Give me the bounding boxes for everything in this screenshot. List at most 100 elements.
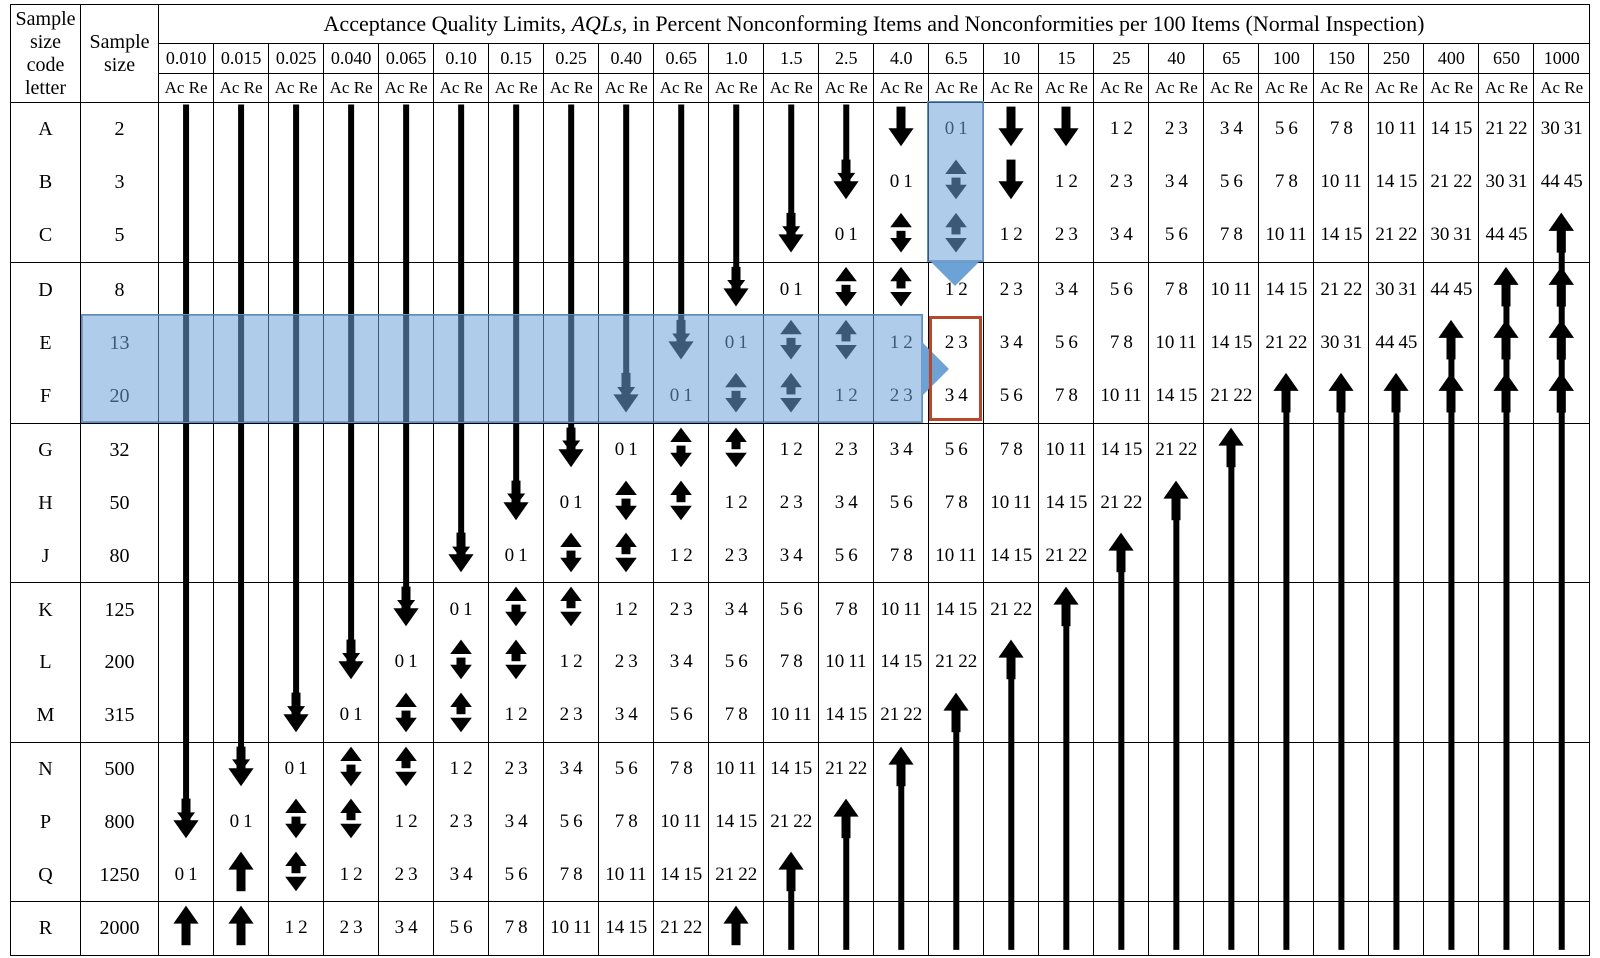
row-A: A20112233456781011141521223031	[11, 103, 1590, 156]
highlight-col-arrow	[927, 101, 984, 263]
cell-B-9	[654, 156, 709, 209]
cell-R-22	[1369, 902, 1424, 956]
cell-J-8	[599, 529, 654, 582]
cell-C-10	[709, 209, 764, 263]
cell-C-18: 56	[1149, 209, 1204, 263]
cell-N-24	[1479, 742, 1534, 795]
cell-P-22	[1369, 795, 1424, 848]
cell-R-11	[764, 902, 819, 956]
cell-L-25	[1534, 636, 1590, 689]
sample-size-J: 80	[81, 529, 159, 582]
cell-L-20	[1259, 636, 1314, 689]
aql-level-21: 150	[1314, 44, 1369, 74]
aql-level-17: 25	[1094, 44, 1149, 74]
header-aql-title: Acceptance Quality Limits, AQLs, in Perc…	[159, 5, 1590, 44]
acre-23: Ac Re	[1424, 74, 1479, 103]
cell-C-7	[544, 209, 599, 263]
cell-R-14	[929, 902, 984, 956]
cell-K-13: 1011	[874, 583, 929, 636]
ddown-arrow-icon	[434, 686, 488, 739]
cell-C-23: 3031	[1424, 209, 1479, 263]
aql-table-figure: { "title": "Acceptance Quality Limits, A…	[0, 0, 1600, 754]
cell-M-0	[159, 689, 214, 742]
cell-L-9: 34	[654, 636, 709, 689]
down-arrow-icon	[544, 421, 598, 474]
cell-P-24	[1479, 795, 1534, 848]
cell-A-7	[544, 103, 599, 156]
cell-A-10	[709, 103, 764, 156]
cell-A-13	[874, 103, 929, 156]
cell-F-24	[1479, 369, 1534, 423]
cell-M-10: 78	[709, 689, 764, 742]
cell-L-12: 1011	[819, 636, 874, 689]
cell-Q-13	[874, 848, 929, 901]
cell-B-8	[599, 156, 654, 209]
cell-G-11: 12	[764, 423, 819, 476]
cell-R-21	[1314, 902, 1369, 956]
cell-K-3	[324, 583, 379, 636]
cell-M-8: 34	[599, 689, 654, 742]
cell-G-25	[1534, 423, 1590, 476]
cell-G-1	[214, 423, 269, 476]
acre-6: Ac Re	[489, 74, 544, 103]
acre-19: Ac Re	[1204, 74, 1259, 103]
cell-R-7: 1011	[544, 902, 599, 956]
cell-N-6: 23	[489, 742, 544, 795]
cell-N-7: 34	[544, 742, 599, 795]
cell-J-13: 78	[874, 529, 929, 582]
cell-Q-11	[764, 848, 819, 901]
up-arrow-icon	[1204, 421, 1258, 474]
cell-Q-8: 1011	[599, 848, 654, 901]
cell-G-15: 78	[984, 423, 1039, 476]
cell-D-3	[324, 262, 379, 316]
sample-size-N: 500	[81, 742, 159, 795]
ddown-arrow-icon	[269, 845, 323, 898]
cell-C-1	[214, 209, 269, 263]
cell-G-17: 1415	[1094, 423, 1149, 476]
cell-A-4	[379, 103, 434, 156]
cell-P-3	[324, 795, 379, 848]
sample-size-L: 200	[81, 636, 159, 689]
cell-B-16: 12	[1039, 156, 1094, 209]
cell-M-23	[1424, 689, 1479, 742]
cell-G-6	[489, 423, 544, 476]
cell-Q-21	[1314, 848, 1369, 901]
cell-R-5: 56	[434, 902, 489, 956]
cell-L-0	[159, 636, 214, 689]
cell-A-3	[324, 103, 379, 156]
aql-body: A20112233456781011141521223031B301122334…	[11, 103, 1590, 956]
code-letter-A: A	[11, 103, 81, 156]
aql-level-13: 4.0	[874, 44, 929, 74]
cell-H-25	[1534, 477, 1590, 530]
row-N: N500011223345678101114152122	[11, 742, 1590, 795]
cell-P-15	[984, 795, 1039, 848]
cell-L-1	[214, 636, 269, 689]
cell-R-4: 34	[379, 902, 434, 956]
cell-A-5	[434, 103, 489, 156]
cell-N-8: 56	[599, 742, 654, 795]
aql-level-7: 0.25	[544, 44, 599, 74]
cell-F-21	[1314, 369, 1369, 423]
cell-Q-17	[1094, 848, 1149, 901]
cell-K-9: 23	[654, 583, 709, 636]
cell-L-19	[1204, 636, 1259, 689]
code-letter-J: J	[11, 529, 81, 582]
cell-K-5: 01	[434, 583, 489, 636]
sample-size-D: 8	[81, 262, 159, 316]
cell-K-14: 1415	[929, 583, 984, 636]
cell-B-23: 2122	[1424, 156, 1479, 209]
aql-level-23: 400	[1424, 44, 1479, 74]
cell-A-2	[269, 103, 324, 156]
aql-level-5: 0.10	[434, 44, 489, 74]
cell-B-2	[269, 156, 324, 209]
cell-P-6: 34	[489, 795, 544, 848]
cell-F-19: 2122	[1204, 369, 1259, 423]
cell-F-17: 1011	[1094, 369, 1149, 423]
cell-C-13	[874, 209, 929, 263]
cell-Q-20	[1259, 848, 1314, 901]
cell-H-11: 23	[764, 477, 819, 530]
cell-B-20: 78	[1259, 156, 1314, 209]
cell-H-1	[214, 477, 269, 530]
cell-K-2	[269, 583, 324, 636]
sample-size-A: 2	[81, 103, 159, 156]
